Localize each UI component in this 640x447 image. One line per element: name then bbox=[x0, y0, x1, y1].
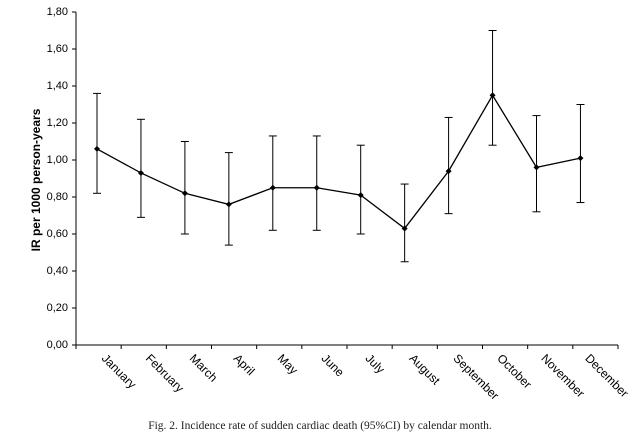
data-point bbox=[94, 145, 100, 152]
figure-caption: Fig. 2. Incidence rate of sudden cardiac… bbox=[148, 420, 492, 432]
y-axis-label-group: IR per 1000 person-years bbox=[29, 108, 43, 251]
data-point bbox=[357, 192, 364, 199]
x-tick-label: March bbox=[187, 351, 220, 384]
y-tick-label: 1,60 bbox=[47, 43, 68, 55]
data-point bbox=[137, 169, 144, 176]
y-axis-label: IR per 1000 person-years bbox=[29, 108, 43, 251]
x-tick-label: October bbox=[494, 351, 534, 391]
y-tick-label: 1,00 bbox=[47, 154, 68, 166]
x-tick-label: January bbox=[99, 351, 139, 391]
y-tick-label: 0,80 bbox=[47, 191, 68, 203]
data-point bbox=[225, 201, 232, 208]
data-point bbox=[489, 92, 496, 99]
data-point bbox=[533, 164, 540, 171]
data-point bbox=[577, 155, 584, 162]
x-tick-label: November bbox=[538, 351, 587, 400]
y-tick-label: 0,40 bbox=[47, 265, 68, 277]
x-tick-label: April bbox=[231, 351, 258, 378]
series-line-group bbox=[96, 93, 581, 230]
data-point bbox=[269, 184, 276, 191]
y-tick-label: 0,20 bbox=[47, 302, 68, 314]
data-point bbox=[313, 184, 320, 191]
x-tick-label: July bbox=[363, 351, 388, 376]
data-points-group bbox=[94, 92, 584, 232]
x-tick-label: May bbox=[275, 351, 301, 377]
series-line bbox=[96, 93, 581, 230]
error-bars-group bbox=[93, 30, 585, 263]
x-ticks-group: January February March April May June July Augu… bbox=[75, 345, 631, 403]
x-tick-label: June bbox=[319, 351, 348, 380]
data-point bbox=[181, 190, 188, 197]
x-tick-label: August bbox=[407, 351, 444, 388]
data-point bbox=[445, 168, 452, 175]
data-point bbox=[401, 225, 408, 232]
x-tick-label: September bbox=[450, 351, 501, 402]
y-tick-label: 1,20 bbox=[47, 117, 68, 129]
y-tick-label: 1,40 bbox=[47, 80, 68, 92]
y-ticks-group: 0,00 0,20 0,40 0,60 0,80 1,00 1,20 1,40 1,60 1,80 bbox=[47, 6, 76, 351]
y-tick-label: 1,80 bbox=[47, 6, 68, 18]
y-tick-label: 0,00 bbox=[47, 339, 68, 351]
x-tick-label: December bbox=[582, 351, 631, 400]
y-tick-label: 0,60 bbox=[47, 228, 68, 240]
x-tick-label: February bbox=[143, 351, 187, 395]
